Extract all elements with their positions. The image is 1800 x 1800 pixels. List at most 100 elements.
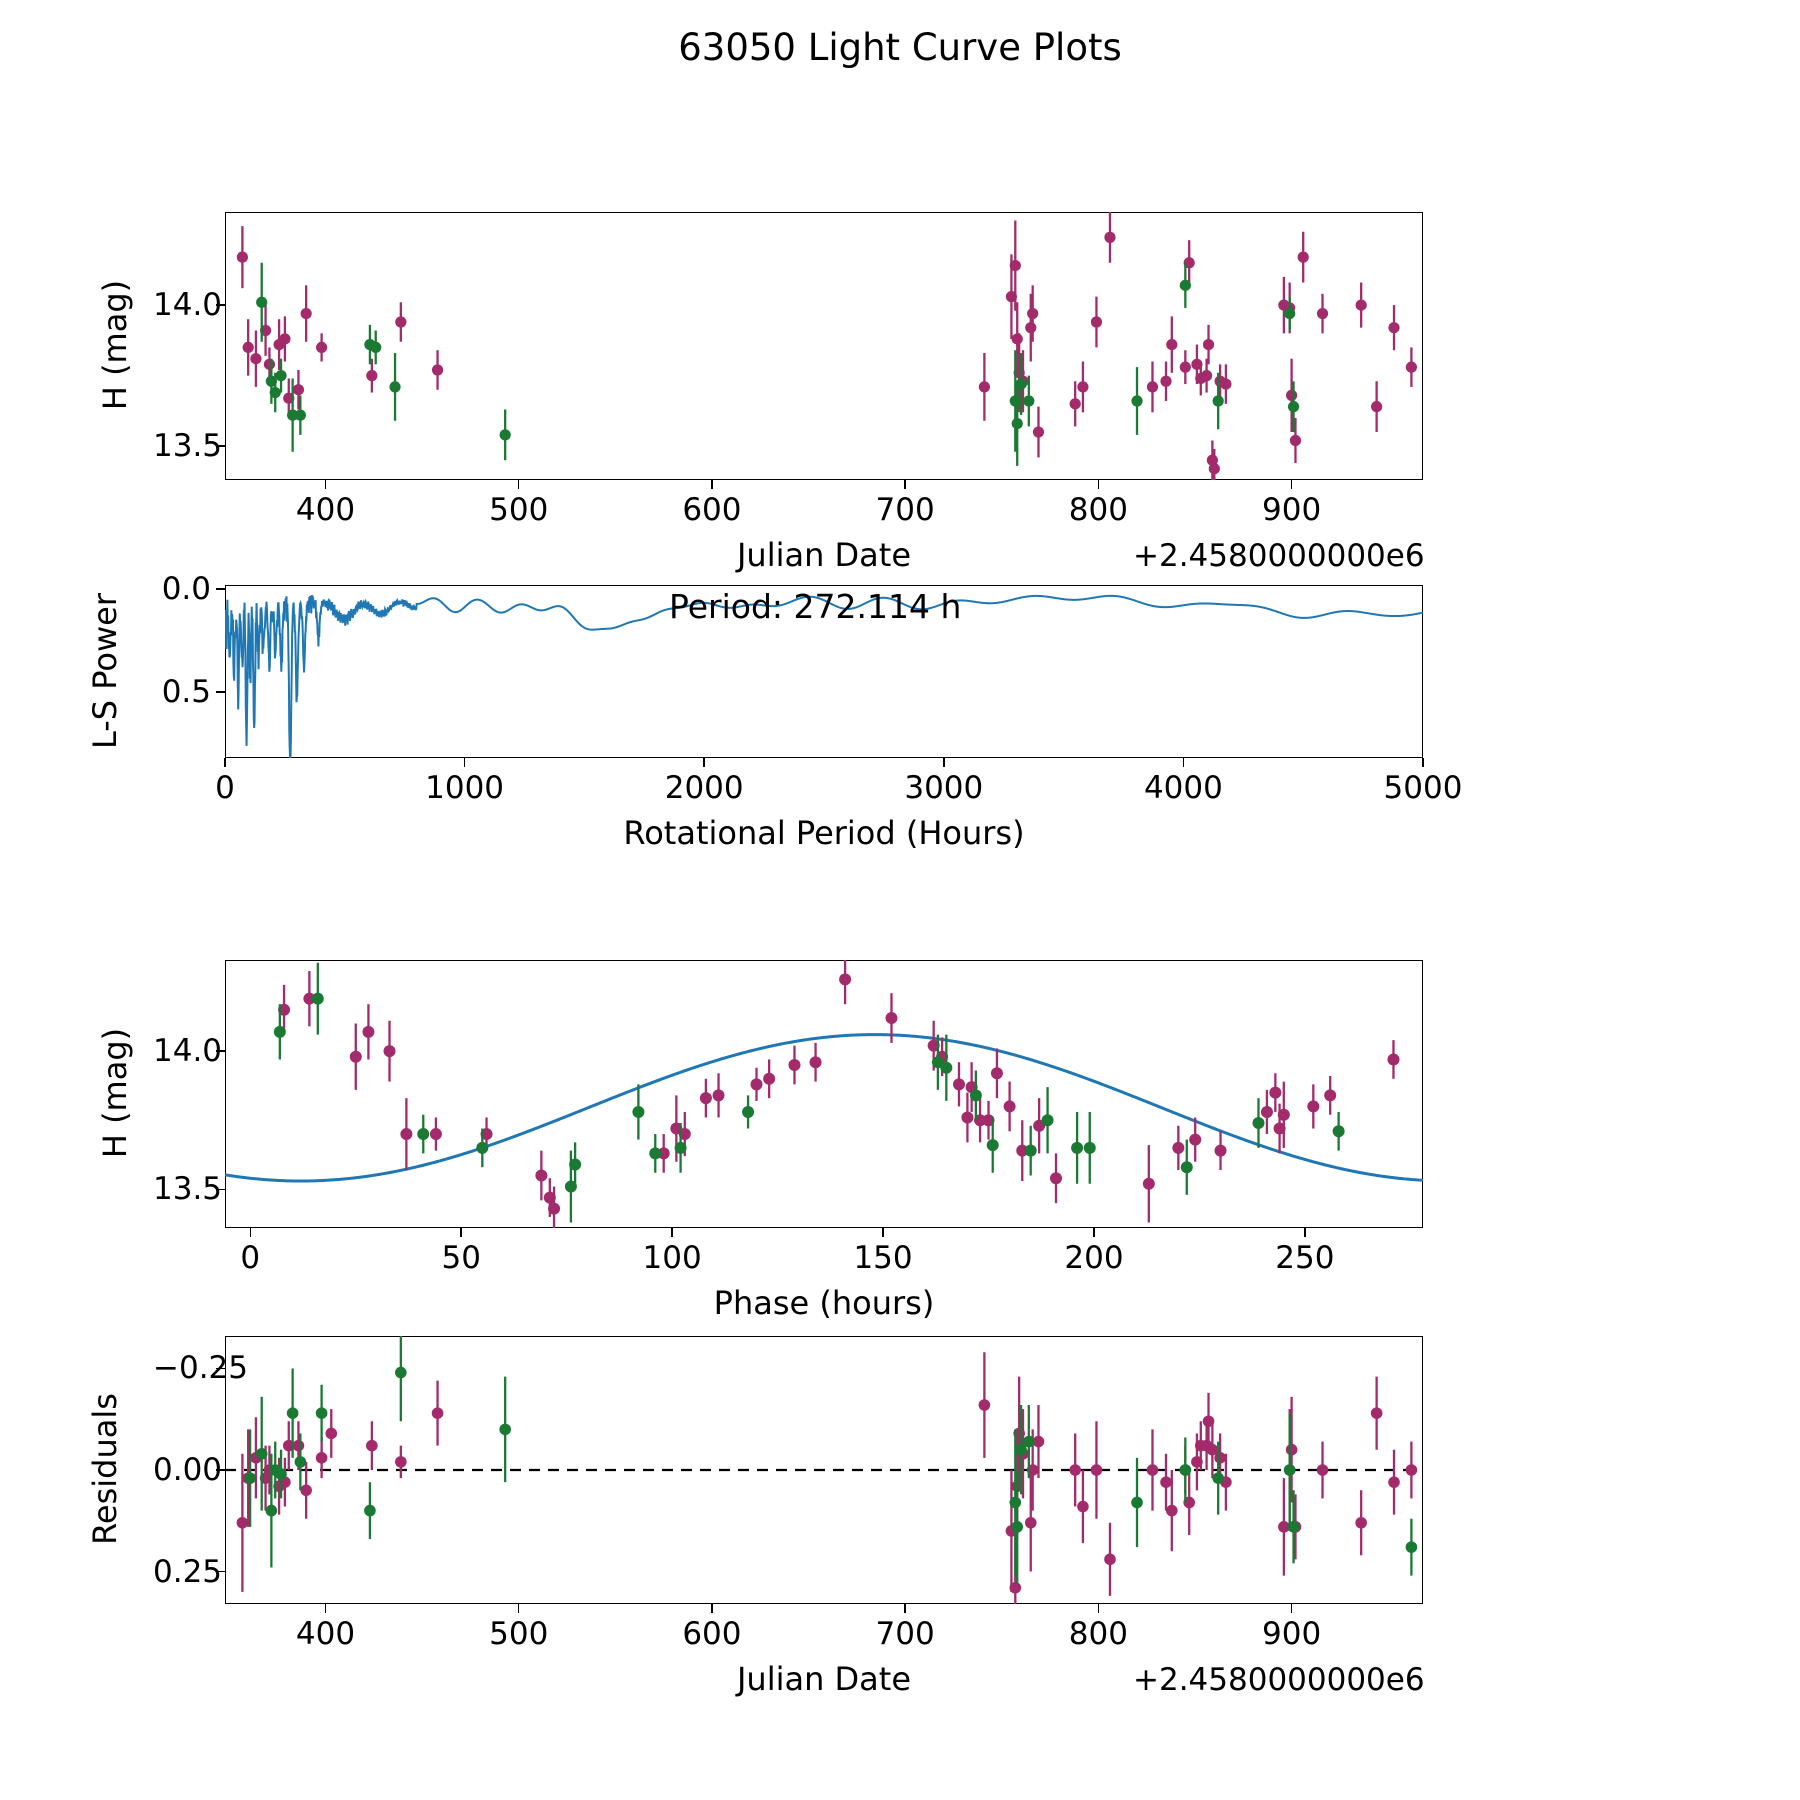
- data-point: [1287, 1521, 1300, 1533]
- x-tick-mark-light-curve: [324, 480, 327, 489]
- data-point: [1189, 1133, 1202, 1146]
- data-point: [250, 353, 262, 365]
- data-point: [1104, 1553, 1116, 1566]
- data-point: [1269, 1086, 1282, 1099]
- data-point: [1278, 1521, 1290, 1533]
- data-point: [1142, 1177, 1155, 1190]
- data-point: [294, 409, 306, 421]
- x-tick-mark-residuals: [324, 1604, 327, 1613]
- data-point: [763, 1072, 776, 1085]
- data-point: [974, 1114, 987, 1127]
- data-point: [982, 1114, 995, 1127]
- data-point: [1273, 1122, 1286, 1135]
- phase-folded-plot-area: [225, 960, 1423, 1228]
- x-tick-mark-light-curve: [711, 480, 713, 489]
- series-series_b: [273, 962, 1345, 1223]
- data-point: [1180, 1161, 1193, 1174]
- data-point: [300, 307, 312, 320]
- sinusoid-fit-line: [225, 1033, 1423, 1183]
- y-tick-mark-light-curve: [216, 445, 225, 447]
- data-point: [1208, 463, 1220, 475]
- data-point: [370, 341, 382, 354]
- data-point: [1283, 1464, 1296, 1476]
- data-point: [480, 1128, 493, 1141]
- data-point: [1032, 1435, 1045, 1448]
- y-tick-mark-residuals: [216, 1469, 225, 1471]
- data-point: [1289, 434, 1302, 447]
- x-tick-label-periodogram: 3000: [904, 770, 984, 806]
- data-point: [1104, 231, 1116, 243]
- data-point: [809, 1056, 822, 1069]
- panel-residuals: [225, 1336, 1423, 1604]
- data-point: [1025, 322, 1037, 334]
- data-point: [1069, 398, 1081, 410]
- x-tick-label-phase-folded: 0: [240, 1240, 261, 1276]
- x-tick-mark-phase-folded: [1304, 1228, 1306, 1237]
- data-point: [362, 1025, 375, 1038]
- data-point: [986, 1139, 999, 1152]
- x-tick-label-periodogram: 0: [215, 770, 235, 806]
- x-tick-mark-periodogram: [1422, 758, 1424, 767]
- x-tick-mark-phase-folded: [460, 1228, 463, 1237]
- x-tick-label-residuals: 600: [682, 1616, 742, 1652]
- data-point: [499, 429, 511, 441]
- data-point: [1332, 1125, 1345, 1138]
- data-point: [1160, 1476, 1172, 1488]
- data-point: [657, 1147, 670, 1160]
- data-point: [417, 1128, 430, 1141]
- data-point: [564, 1180, 577, 1193]
- data-point: [1405, 361, 1418, 373]
- y-tick-label-light-curve: 13.5: [153, 428, 223, 465]
- data-point: [1388, 1476, 1400, 1488]
- data-point: [1371, 401, 1383, 413]
- data-point: [1146, 1464, 1159, 1476]
- series-series_b: [244, 1336, 1418, 1584]
- x-tick-label-periodogram: 5000: [1383, 770, 1463, 806]
- period-annotation: Period: 272.114 h: [669, 587, 962, 626]
- data-point: [1297, 251, 1309, 263]
- panel-phase-folded: [225, 960, 1423, 1228]
- x-tick-mark-residuals: [711, 1604, 713, 1613]
- axes-frame-periodogram: [225, 585, 1423, 758]
- data-point: [349, 1050, 362, 1063]
- data-point: [678, 1128, 691, 1141]
- x-tick-mark-periodogram: [703, 758, 705, 767]
- data-point: [990, 1067, 1003, 1080]
- data-point: [1090, 316, 1103, 328]
- periodogram-plot-area: [225, 594, 1423, 758]
- data-point: [303, 992, 316, 1005]
- y-axis-label-periodogram: L-S Power: [86, 592, 124, 749]
- data-point: [969, 1089, 982, 1102]
- data-point: [395, 1366, 407, 1379]
- data-point: [1200, 370, 1213, 382]
- data-point: [316, 341, 328, 354]
- data-point: [940, 1061, 953, 1074]
- data-point: [1260, 1105, 1273, 1118]
- y-axis-label-residuals: Residuals: [86, 1393, 124, 1545]
- series-series_a: [236, 1352, 1418, 1604]
- data-point: [431, 364, 444, 376]
- data-point: [649, 1147, 662, 1160]
- data-point: [1179, 361, 1191, 373]
- y-tick-mark-light-curve: [216, 304, 225, 306]
- data-point: [1202, 338, 1215, 351]
- data-point: [256, 296, 268, 308]
- data-point: [742, 1105, 755, 1118]
- data-point: [1032, 426, 1045, 438]
- data-point: [712, 1089, 725, 1102]
- data-point: [1214, 1144, 1227, 1157]
- data-point: [543, 1191, 556, 1204]
- x-tick-mark-residuals: [904, 1604, 906, 1613]
- data-point: [236, 251, 248, 263]
- data-point: [255, 1447, 268, 1460]
- data-point: [1179, 1464, 1192, 1476]
- data-point: [1146, 381, 1159, 393]
- y-tick-mark-phase-folded: [216, 1188, 225, 1191]
- x-tick-label-residuals: 700: [875, 1616, 935, 1652]
- data-point: [1370, 1407, 1383, 1419]
- x-tick-label-periodogram: 2000: [664, 770, 744, 806]
- data-point: [300, 1484, 312, 1497]
- data-point: [1179, 279, 1191, 291]
- data-point: [265, 1504, 278, 1517]
- data-point: [1023, 1435, 1035, 1448]
